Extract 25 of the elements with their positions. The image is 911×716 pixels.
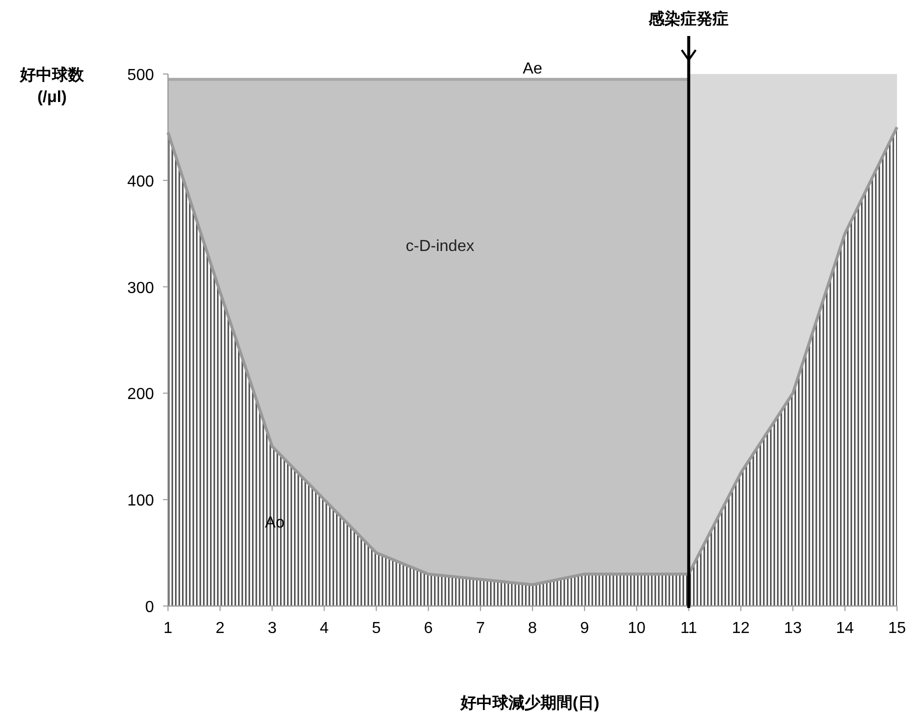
x-tick-label: 2 xyxy=(216,620,225,637)
x-tick-label: 7 xyxy=(476,620,485,637)
x-tick-label: 9 xyxy=(580,620,590,637)
y-tick-label: 0 xyxy=(145,599,154,616)
y-tick-label: 200 xyxy=(127,386,154,404)
x-tick-label: 14 xyxy=(836,620,854,637)
y-tick-label: 500 xyxy=(127,67,154,84)
y-tick-label: 300 xyxy=(127,280,154,297)
y-tick-label: 400 xyxy=(127,173,154,190)
x-tick-label: 8 xyxy=(528,620,538,637)
x-tick-label: 13 xyxy=(784,620,802,637)
x-tick-label: 5 xyxy=(372,620,381,637)
x-tick-label: 15 xyxy=(888,620,906,637)
x-tick-label: 3 xyxy=(268,620,277,637)
x-axis-title: 好中球減少期間(日) xyxy=(460,694,600,712)
y-axis-title: 好中球数 (/μl) xyxy=(19,66,85,106)
x-tick-label: 1 xyxy=(164,620,173,637)
x-tick-label: 4 xyxy=(320,620,329,637)
annotation: c-D-index xyxy=(406,238,474,255)
x-tick-label: 10 xyxy=(628,620,646,637)
ref-line-label: 感染症発症 xyxy=(648,10,729,28)
x-tick-label: 12 xyxy=(732,620,750,637)
x-tick-label: 6 xyxy=(424,620,433,637)
y-tick-label: 100 xyxy=(127,492,154,510)
x-tick-label: 11 xyxy=(680,620,698,637)
